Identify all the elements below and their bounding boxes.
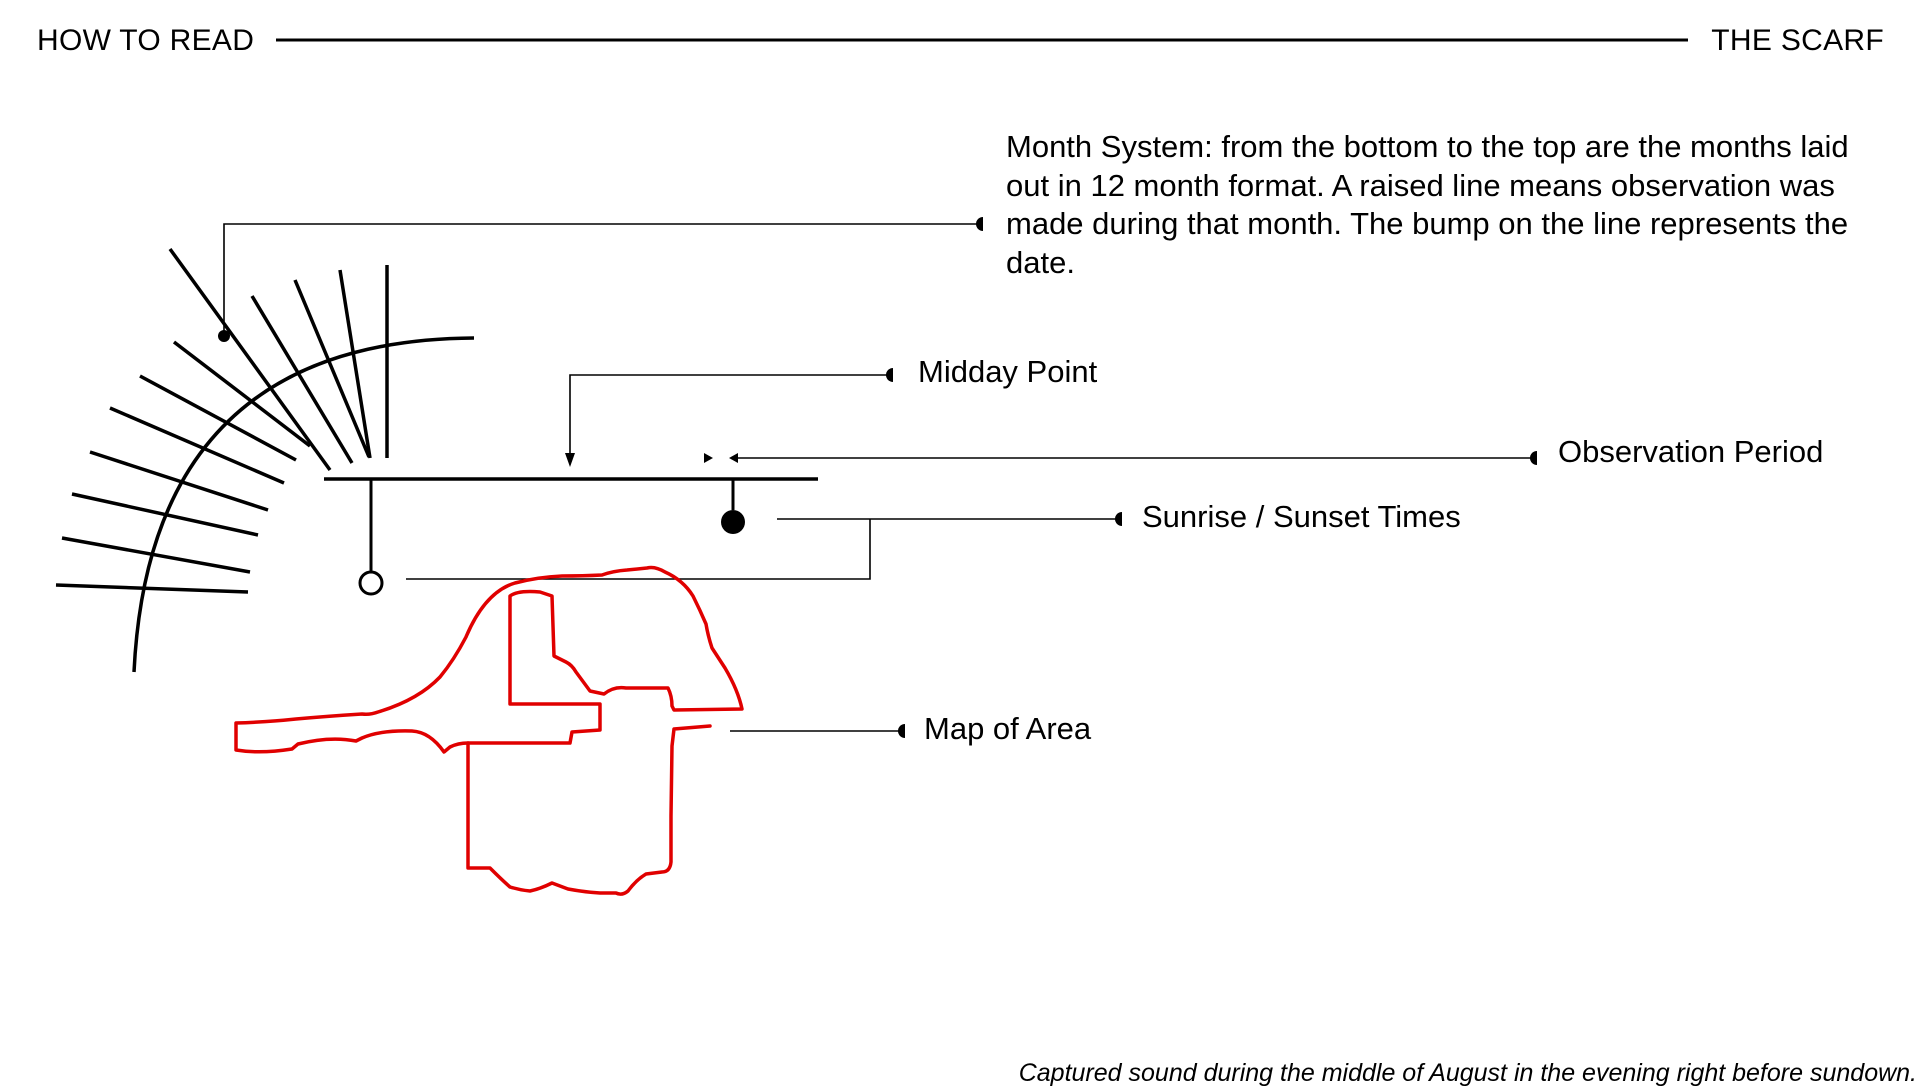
observation-period-cap	[1530, 451, 1537, 465]
sunrise-sunset-label: Sunrise / Sunset Times	[1142, 499, 1461, 534]
leader-lines	[223, 223, 1532, 732]
midday-point-leader	[569, 374, 888, 454]
midday-point-cap	[886, 368, 893, 382]
sunrise-marker	[358, 570, 384, 596]
map-of-area-outline	[234, 565, 744, 896]
leader-end-caps	[886, 217, 1537, 738]
month-system-leader	[223, 223, 978, 334]
month-tick-10	[293, 279, 371, 458]
month-tick-4	[89, 450, 269, 512]
sunset-marker	[721, 510, 745, 534]
month-tick-6	[139, 374, 297, 462]
timeline-graphic	[324, 453, 818, 596]
date-bump-marker	[218, 330, 230, 342]
month-system-graphic	[55, 247, 475, 673]
month-arc	[132, 336, 475, 673]
month-ticks	[55, 247, 389, 594]
map-upper-outline	[234, 565, 744, 754]
map-lower-outline	[466, 724, 712, 896]
header-left-title: HOW TO READ	[37, 24, 255, 57]
month-tick-7	[172, 340, 312, 448]
observation-start-marker	[704, 453, 713, 463]
sunrise-sunset-cap	[1115, 512, 1122, 526]
observation-end-marker	[729, 453, 738, 463]
sunrise-leader	[406, 519, 871, 580]
month-system-cap	[976, 217, 983, 231]
header-right-title: THE SCARF	[1711, 24, 1884, 57]
month-system-description: Month System: from the bottom to the top…	[1006, 129, 1849, 280]
observation-period-label: Observation Period	[1558, 434, 1824, 469]
month-tick-5	[109, 406, 285, 485]
month-tick-1	[55, 583, 249, 594]
midday-point-label: Midday Point	[918, 354, 1098, 389]
caption: Captured sound during the middle of Augu…	[1018, 1059, 1917, 1087]
month-tick-9	[250, 295, 354, 464]
month-tick-8	[168, 247, 332, 472]
map-of-area-cap	[898, 724, 905, 738]
month-tick-2	[61, 536, 251, 574]
month-tick-11	[338, 269, 372, 459]
map-of-area-label: Map of Area	[924, 711, 1092, 746]
month-tick-3	[71, 492, 259, 537]
midday-point-arrowhead	[565, 453, 575, 467]
